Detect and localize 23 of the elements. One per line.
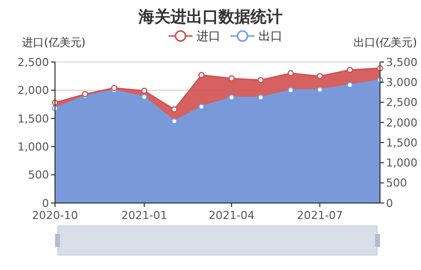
legend-label: 出口 — [258, 29, 282, 44]
y2-tick-label: 3,500 — [386, 56, 418, 69]
x-tick-label: 2021-07 — [296, 209, 343, 222]
chart-title: 海关进出口数据统计 — [138, 7, 282, 26]
y2-tick-label: 1,500 — [386, 136, 418, 150]
y2-tick-label: 2,000 — [386, 116, 418, 130]
y-tick-label: 0 — [42, 196, 49, 210]
y2-tick-label: 3,000 — [386, 76, 418, 89]
y2-tick-label: 0 — [386, 196, 393, 210]
y2-tick-label: 1,000 — [386, 156, 418, 170]
y-tick-label: 1,500 — [18, 112, 49, 126]
y2-axis-title: 出口(亿美元) — [353, 36, 417, 49]
y-tick-label: 500 — [28, 168, 49, 182]
y2-tick-label: 500 — [386, 176, 407, 190]
y2-tick-label: 2,500 — [386, 96, 418, 110]
y-tick-label: 2,500 — [18, 56, 49, 69]
x-tick-label: 2021-01 — [121, 209, 168, 222]
y-tick-label: 1,000 — [18, 140, 49, 154]
y-axis-title: 进口(亿美元) — [22, 36, 86, 49]
x-tick-label: 2021-04 — [208, 209, 255, 222]
y-tick-label: 2,000 — [18, 84, 49, 98]
x-tick-label: 2020-10 — [32, 209, 78, 222]
legend-label: 进口 — [196, 29, 220, 44]
